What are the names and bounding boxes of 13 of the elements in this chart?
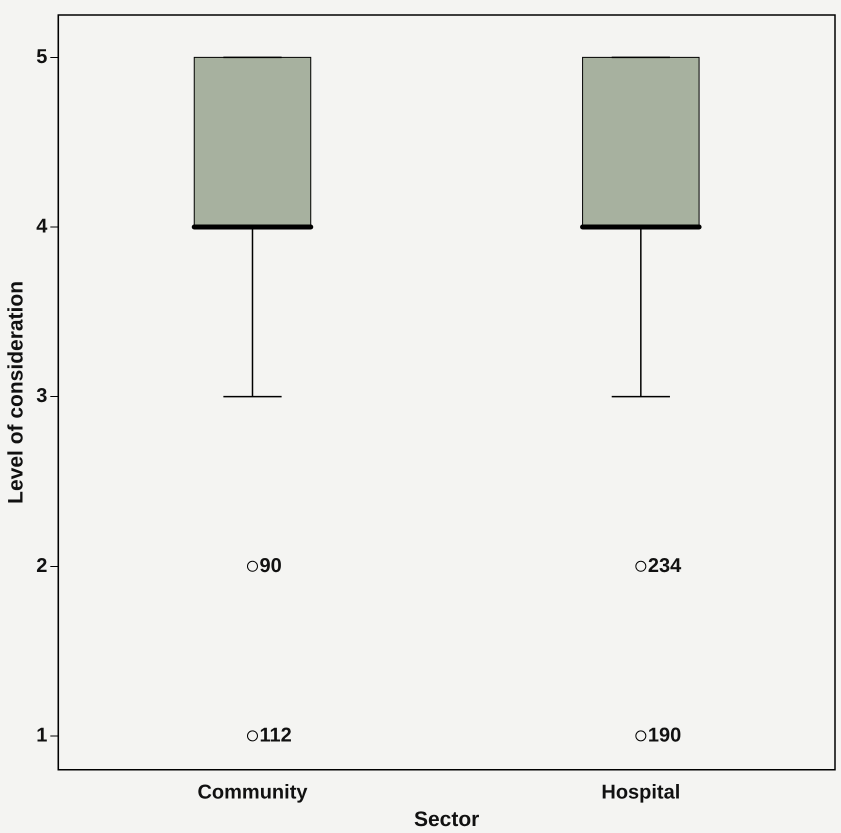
annotation: 112 bbox=[259, 724, 292, 746]
x-tick-label: Hospital bbox=[601, 781, 680, 804]
x-tick-label: Community bbox=[197, 781, 308, 804]
annotation: 90 bbox=[259, 554, 282, 577]
x-axis-title: Sector bbox=[414, 808, 480, 832]
y-tick-label: 3 bbox=[36, 385, 48, 408]
annotation: 234 bbox=[648, 554, 682, 577]
y-tick-label: 2 bbox=[36, 554, 48, 577]
y-tick-label: 5 bbox=[36, 46, 48, 68]
y-tick-label: 4 bbox=[36, 216, 48, 238]
y-axis-title: Level of consideration bbox=[4, 280, 28, 504]
annotation: 190 bbox=[648, 724, 682, 746]
y-tick-label: 1 bbox=[36, 724, 48, 746]
